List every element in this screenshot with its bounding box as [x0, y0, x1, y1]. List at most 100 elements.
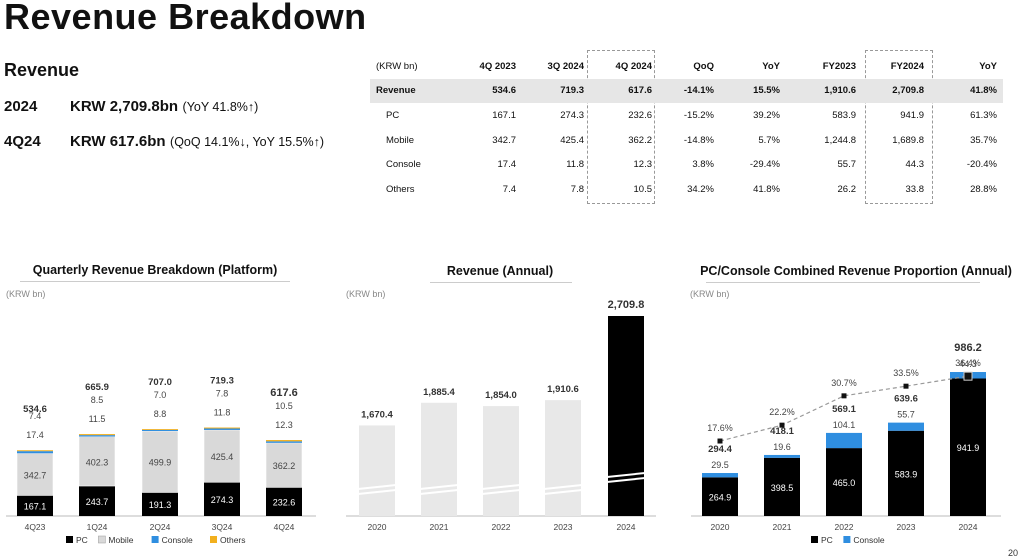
bar-segment-others: [79, 434, 115, 436]
x-tick-label: 2023: [897, 522, 916, 532]
cell: 7.8: [570, 183, 584, 195]
summary-value-annual: KRW 2,709.8bn (YoY 41.8%↑): [70, 98, 258, 116]
table-row-revenue: Revenue 534.6 719.3 617.6 -14.1% 15.5% 1…: [370, 78, 1003, 104]
axis-break-mark: [357, 489, 397, 495]
row-label: Mobile: [386, 134, 414, 146]
bar-segment-others: [204, 427, 240, 429]
annual-bar: [608, 316, 644, 516]
cell: 342.7: [492, 134, 516, 146]
cell: 41.8%: [753, 183, 780, 195]
proportion-marker: [779, 422, 785, 428]
data-label-pc: 274.3: [211, 495, 234, 505]
chart-title-underline: [20, 281, 290, 282]
proportion-line: [719, 375, 969, 442]
axis-break-mark: [357, 484, 397, 490]
bar-segment-console: [79, 435, 115, 437]
bar-segment-pc: [17, 495, 53, 516]
x-tick-label: 2Q24: [150, 522, 171, 532]
bar-segment-pc: [702, 477, 738, 516]
x-tick-label: 2020: [711, 522, 730, 532]
data-label-pc: 191.3: [149, 500, 172, 510]
cell: 2,709.8: [862, 78, 930, 104]
summary-value: KRW 2,709.8bn: [70, 98, 179, 115]
bar-segment-pc: [888, 430, 924, 516]
highlight-box-4q2024: [587, 50, 655, 204]
bar-segment-console: [826, 432, 862, 449]
data-label-pc: 232.6: [273, 498, 296, 508]
pc-console-proportion-chart: 264.9 29.5 294.4 2020 398.5 19.6 418.1 2021 465.…: [691, 342, 1001, 545]
col-header: 4Q 2024: [615, 60, 652, 72]
x-tick-label: 2021: [430, 522, 449, 532]
summary-value: KRW 617.6bn: [70, 133, 166, 150]
chart-title-proportion: PC/Console Combined Revenue Proportion (…: [700, 264, 1012, 278]
axis-break-mark: [606, 472, 646, 478]
data-label-total: 418.1: [770, 426, 794, 437]
data-label-total: 986.2: [954, 342, 982, 354]
cell: 55.7: [837, 159, 857, 171]
x-tick-label: 4Q23: [25, 522, 46, 532]
data-label-total: 1,885.4: [423, 387, 455, 398]
data-label-console: 104.1: [833, 420, 856, 430]
data-label-total: 665.9: [85, 382, 109, 393]
cell: 167.1: [492, 109, 516, 121]
legend-label-mobile: Mobile: [108, 535, 133, 545]
data-label-total: 1,854.0: [485, 390, 517, 401]
table-row-mobile: Mobile 342.7 425.4 362.2 -14.8% 5.7% 1,2…: [370, 128, 1003, 153]
data-label-others: 10.5: [275, 401, 293, 411]
bar-segment-pc: [764, 457, 800, 516]
legend-label-pc: PC: [821, 535, 833, 545]
cell: 17.4: [497, 159, 517, 171]
highlight-box-fy2024: [865, 50, 933, 204]
data-label-total: 1,670.4: [361, 409, 393, 420]
bar-segment-mobile: [78, 436, 116, 487]
data-label-total: 534.6: [23, 404, 47, 415]
col-header: 3Q 2024: [547, 60, 584, 72]
data-label-mobile: 402.3: [86, 457, 109, 467]
table-row-others: Others 7.4 7.8 10.5 34.2% 41.8% 26.2 33.…: [370, 177, 1003, 202]
row-label: Others: [386, 183, 415, 195]
bar-segment-pc: [266, 487, 302, 516]
legend-label-pc: PC: [76, 535, 88, 545]
data-label-total: 294.4: [708, 444, 732, 455]
data-label-console: 11.8: [214, 408, 231, 418]
bar-segment-mobile: [265, 442, 303, 488]
data-label-mobile: 499.9: [149, 458, 172, 468]
cell: 7.4: [502, 183, 516, 195]
cell: 26.2: [837, 183, 857, 195]
data-label-console: 19.6: [773, 442, 791, 452]
col-header: 4Q 2023: [479, 60, 516, 72]
data-label-others: 7.8: [216, 389, 229, 399]
cell: 39.2%: [753, 109, 780, 121]
x-tick-label: 2023: [554, 522, 573, 532]
summary-row-annual: 2024: [4, 98, 37, 116]
cell: 362.2: [628, 134, 652, 146]
cell: 583.9: [832, 109, 856, 121]
legend-swatch-mobile: [98, 535, 106, 544]
data-label-mobile: 362.2: [273, 461, 296, 471]
proportion-marker: [963, 371, 973, 381]
bar-segment-mobile: [203, 429, 241, 483]
data-label-total: 707.0: [148, 377, 172, 388]
legend-swatch-pc: [811, 536, 818, 543]
chart-unit-proportion: (KRW bn): [690, 289, 730, 299]
chart-title-annual: Revenue (Annual): [446, 264, 554, 278]
bar-segment-pc: [204, 482, 240, 516]
annual-bar: [359, 425, 395, 516]
row-label: Console: [386, 159, 421, 171]
data-label-total: 2,709.8: [608, 300, 645, 311]
axis-break-mark: [481, 484, 521, 490]
cell: 33.8: [905, 183, 925, 195]
data-label-pc: 243.7: [86, 497, 109, 507]
bar-segment-console: [204, 428, 240, 430]
axis-break-mark: [419, 489, 459, 495]
bar-segment-console: [142, 429, 178, 431]
data-label-total: 617.6: [270, 387, 298, 399]
axis-break-mark: [543, 489, 583, 495]
x-tick-label: 2020: [368, 522, 387, 532]
bar-segment-mobile: [16, 452, 54, 496]
legend-swatch-console: [843, 536, 851, 543]
proportion-label: 33.5%: [893, 368, 919, 378]
bar-segment-pc: [142, 492, 178, 516]
cell: 34.2%: [687, 183, 714, 195]
bar-segment-console: [702, 473, 738, 478]
